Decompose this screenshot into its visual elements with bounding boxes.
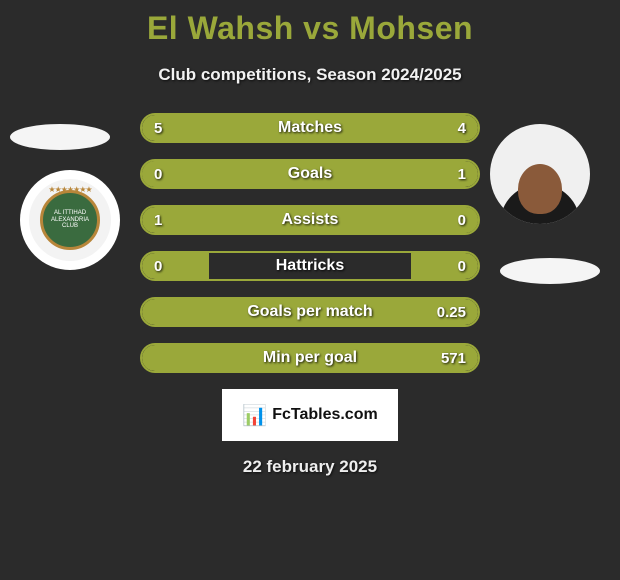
bar-value-left: 0 [154,161,162,187]
page-title: El Wahsh vs Mohsen [0,0,620,47]
bar-value-right: 571 [441,345,466,371]
bar-value-right: 1 [458,161,466,187]
player-photo [490,124,590,224]
bar-value-right: 0 [458,253,466,279]
club-badge-text: AL ITTIHAD ALEXANDRIA CLUB [43,210,97,230]
brand-box[interactable]: 📊 FcTables.com [222,389,398,441]
bar-label: Goals per match [142,299,478,325]
date-line: 22 february 2025 [0,457,620,477]
bar-label: Min per goal [142,345,478,371]
bar-value-right: 0.25 [437,299,466,325]
club-badge-inner: AL ITTIHAD ALEXANDRIA CLUB [40,190,100,250]
club-stars: ★★★★★★★ [48,185,91,194]
subtitle: Club competitions, Season 2024/2025 [0,65,620,85]
club-badge: ★★★★★★★ AL ITTIHAD ALEXANDRIA CLUB [29,179,111,261]
bar-label: Hattricks [142,253,478,279]
right-player-photo-circle [490,124,590,224]
bar-value-right: 0 [458,207,466,233]
player-head-shape [518,164,562,214]
bar-row: Goals0 1 [140,159,480,189]
bar-value-left: 1 [154,207,162,233]
bar-row: Hattricks0 0 [140,251,480,281]
bar-value-left: 5 [154,115,162,141]
left-oval [10,124,110,150]
bar-label: Matches [142,115,478,141]
bar-label: Goals [142,161,478,187]
comparison-bars: Matches54Goals01Assists10Hattricks00Goal… [140,113,480,373]
brand-chart-icon: 📊 [242,403,266,428]
bar-row: Goals per match0.25 [140,297,480,327]
bar-value-left: 0 [154,253,162,279]
bar-label: Assists [142,207,478,233]
right-oval [500,258,600,284]
brand-text: FcTables.com [272,406,378,424]
bar-row: Min per goal571 [140,343,480,373]
bar-value-right: 4 [458,115,466,141]
left-club-badge-circle: ★★★★★★★ AL ITTIHAD ALEXANDRIA CLUB [20,170,120,270]
bar-row: Matches5 4 [140,113,480,143]
bar-row: Assists1 0 [140,205,480,235]
